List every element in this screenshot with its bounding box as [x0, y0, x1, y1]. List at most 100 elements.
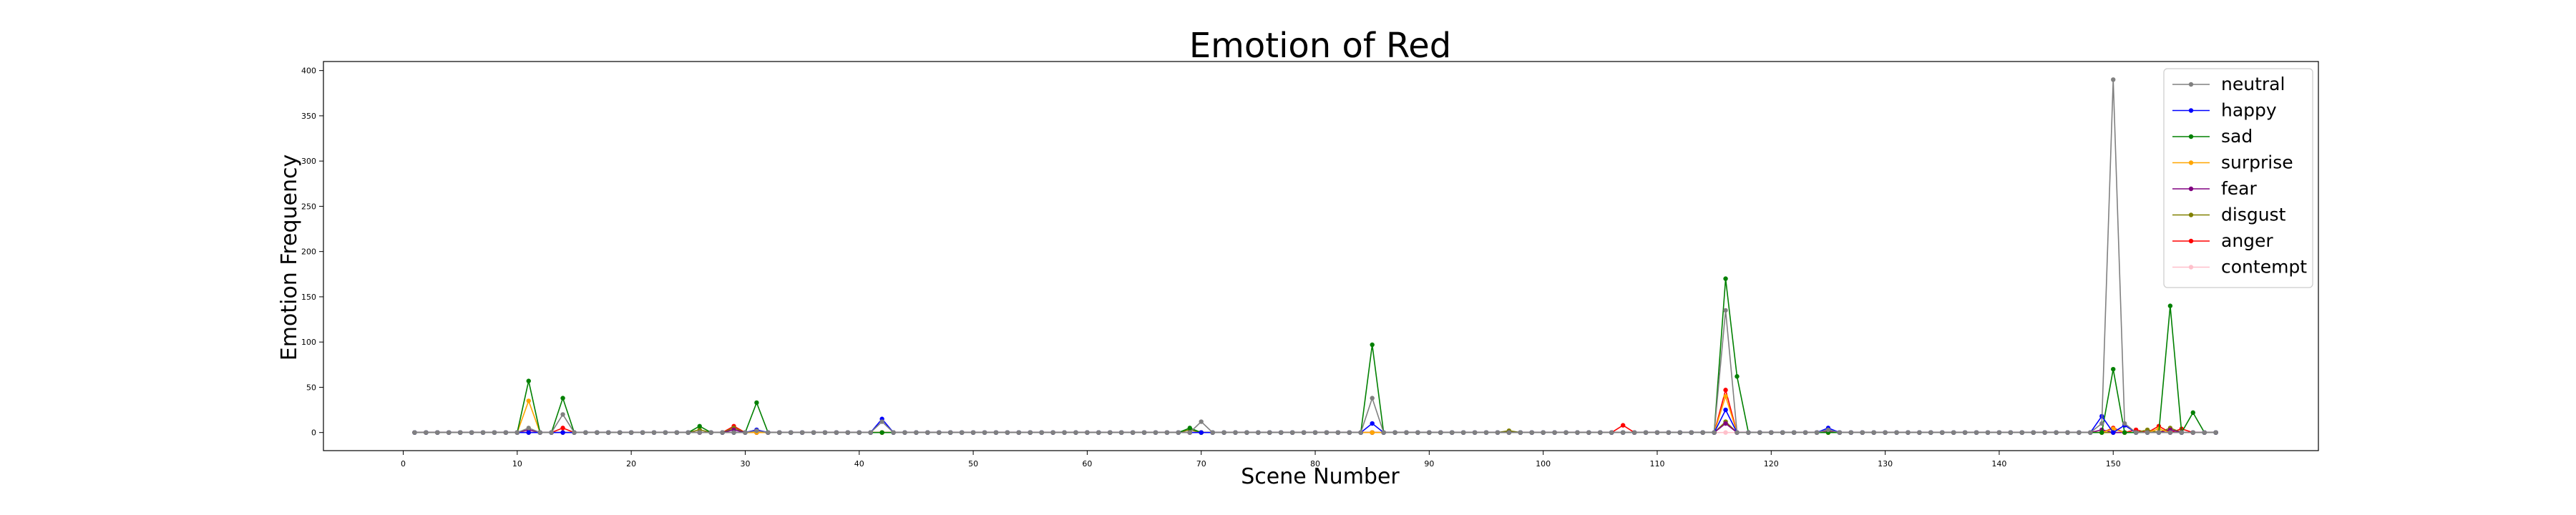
data-point-neutral	[480, 430, 486, 435]
data-point-neutral	[1951, 430, 1956, 435]
x-tick-label: 110	[1649, 459, 1664, 469]
legend-label-contempt: contempt	[2221, 257, 2307, 278]
x-tick-label: 60	[1082, 459, 1092, 469]
data-point-neutral	[1906, 430, 1911, 435]
data-point-neutral	[1460, 430, 1466, 435]
series-neutral	[412, 77, 2218, 435]
data-point-neutral	[1917, 430, 1922, 435]
data-point-neutral	[2088, 430, 2093, 435]
data-point-contempt	[1723, 430, 1728, 435]
data-point-neutral	[1415, 430, 1420, 435]
data-point-neutral	[902, 430, 907, 435]
data-point-neutral	[686, 430, 691, 435]
data-point-happy	[2111, 430, 2116, 435]
data-point-neutral	[1096, 430, 1101, 435]
data-point-sad	[697, 423, 702, 429]
data-point-surprise	[526, 398, 531, 403]
data-point-neutral	[1141, 430, 1147, 435]
series-anger	[412, 388, 2218, 435]
data-point-neutral	[1210, 430, 1215, 435]
data-point-neutral	[1677, 430, 1683, 435]
x-tick-label: 120	[1764, 459, 1779, 469]
data-point-neutral	[412, 430, 417, 435]
data-point-neutral	[1837, 430, 1843, 435]
data-point-neutral	[1108, 430, 1113, 435]
data-point-neutral	[1689, 430, 1694, 435]
y-tick-label: 350	[301, 112, 316, 121]
data-point-neutral	[640, 430, 645, 435]
data-point-sad	[2099, 430, 2104, 435]
data-point-neutral	[1028, 430, 1033, 435]
series-surprise	[412, 393, 2218, 435]
data-point-neutral	[1427, 430, 1432, 435]
data-point-neutral	[1700, 430, 1705, 435]
legend-label-anger: anger	[2221, 230, 2273, 251]
y-tick-label: 400	[301, 67, 316, 76]
data-point-neutral	[2167, 430, 2173, 435]
data-point-neutral	[1552, 430, 1557, 435]
data-point-neutral	[1358, 430, 1363, 435]
series-line-happy	[414, 408, 2216, 433]
data-point-sad	[1735, 374, 1740, 379]
data-point-neutral	[2065, 430, 2070, 435]
series-line-sad	[414, 278, 2216, 435]
data-point-neutral	[514, 430, 520, 435]
data-point-neutral	[2031, 430, 2036, 435]
data-point-sad	[1723, 276, 1728, 281]
data-point-neutral	[891, 430, 896, 435]
data-point-neutral	[993, 430, 999, 435]
data-point-neutral	[2077, 430, 2082, 435]
data-point-neutral	[1666, 430, 1672, 435]
data-point-neutral	[1267, 430, 1272, 435]
x-axis: 0 10 20 30 40 50 60 70 80 90 100 110 120 130 140 150	[401, 451, 2121, 469]
legend-marker-neutral	[2188, 82, 2194, 87]
data-point-happy	[1199, 430, 1204, 435]
data-point-neutral	[435, 430, 440, 435]
data-point-neutral	[572, 430, 577, 435]
data-point-neutral	[1312, 430, 1318, 435]
y-tick-label: 0	[311, 428, 316, 438]
data-point-neutral	[811, 430, 816, 435]
data-point-neutral	[1871, 430, 1876, 435]
data-point-happy	[1723, 407, 1728, 413]
data-point-neutral	[2099, 421, 2104, 426]
x-tick-label: 90	[1424, 459, 1434, 469]
data-point-sad	[2122, 430, 2127, 435]
data-point-neutral	[1723, 308, 1728, 313]
data-point-neutral	[1279, 430, 1284, 435]
data-point-neutral	[799, 430, 805, 435]
y-axis: 0 50 100 150 200 250 300 350 400	[301, 67, 323, 438]
data-point-anger	[1620, 423, 1626, 428]
data-point-happy	[526, 430, 531, 435]
data-point-neutral	[982, 430, 987, 435]
legend-label-surprise: surprise	[2221, 152, 2293, 173]
data-point-neutral	[1119, 430, 1124, 435]
data-point-neutral	[674, 430, 680, 435]
y-tick-label: 300	[301, 157, 316, 166]
x-tick-label: 70	[1196, 459, 1206, 469]
legend: neutral happy sad surprise fear disgust anger c…	[2163, 68, 2313, 288]
x-tick-label: 20	[626, 459, 636, 469]
data-point-neutral	[549, 430, 554, 435]
data-point-neutral	[1883, 430, 1888, 435]
data-point-sad	[879, 430, 884, 435]
data-point-neutral	[1848, 430, 1854, 435]
data-point-neutral	[1541, 430, 1546, 435]
data-point-neutral	[628, 430, 634, 435]
data-point-neutral	[1575, 430, 1580, 435]
legend-label-happy: happy	[2221, 100, 2277, 121]
data-point-neutral	[925, 430, 930, 435]
data-point-neutral	[1631, 430, 1637, 435]
data-point-neutral	[914, 430, 919, 435]
legend-marker-fear	[2188, 186, 2194, 192]
data-point-neutral	[1928, 430, 1933, 435]
series-line-surprise	[414, 394, 2216, 433]
data-point-neutral	[663, 430, 668, 435]
data-point-neutral	[2019, 430, 2024, 435]
data-point-sad	[526, 378, 531, 383]
data-point-neutral	[1392, 430, 1397, 435]
data-point-neutral	[2008, 430, 2014, 435]
x-tick-label: 140	[1991, 459, 2006, 469]
data-point-neutral	[697, 430, 702, 435]
